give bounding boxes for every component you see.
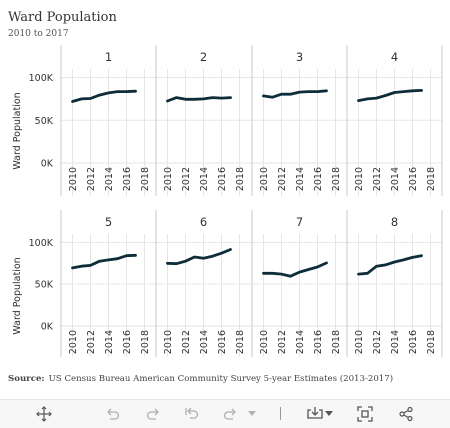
facet-title: 4 [391,50,398,64]
faceted-line-chart: Ward Population 1 2010 2012 2014 2016 2018 2 201… [12,45,443,357]
y-tick-label: 0K [41,322,54,333]
chart-title: Ward Population [8,10,117,25]
x-tick-label: 2016 [217,167,228,191]
x-tick-label: 2018 [140,330,151,354]
facet-title: 1 [105,50,112,64]
x-tick-label: 2010 [354,330,365,354]
x-tick-label: 2012 [372,167,383,191]
series-line-ward-3 [262,89,328,99]
refresh-icon[interactable] [220,404,240,424]
y-axis-label: Ward Population [12,92,23,169]
x-tick-label: 2018 [426,167,437,191]
series-line-ward-2 [166,96,232,103]
y-axis-label: Ward Population [12,257,23,334]
series-line-ward-7 [262,261,328,278]
x-tick-label: 2016 [122,167,133,191]
series-line-ward-1 [71,89,137,103]
x-tick-label: 2012 [277,167,288,191]
x-tick-label: 2012 [86,330,97,354]
x-tick-label: 2014 [295,167,306,191]
y-tick-label: 100K [29,73,54,84]
x-tick-label: 2018 [235,167,246,191]
source-text: US Census Bureau American Community Surv… [48,374,394,384]
chevron-down-icon[interactable] [246,404,258,424]
x-tick-label: 2016 [408,330,419,354]
series-line-ward-4 [357,89,423,102]
x-tick-label: 2012 [277,330,288,354]
source-label: Source: [8,374,45,384]
x-tick-label: 2014 [104,330,115,354]
x-tick-label: 2010 [259,330,270,354]
plot-toolbar [0,399,450,428]
facet-title: 8 [391,215,398,229]
y-tick-label: 50K [35,280,54,291]
x-tick-label: 2016 [217,330,228,354]
x-tick-label: 2010 [354,167,365,191]
x-tick-label: 2016 [122,330,133,354]
series-line-ward-5 [71,253,137,270]
chart-subtitle: 2010 to 2017 [8,29,69,39]
undo-icon[interactable] [103,404,123,424]
x-tick-label: 2012 [372,330,383,354]
reset-icon[interactable] [182,404,202,424]
share-icon[interactable] [396,404,416,424]
x-tick-label: 2014 [390,167,401,191]
x-tick-label: 2014 [295,330,306,354]
x-tick-label: 2016 [313,330,324,354]
x-tick-label: 2016 [313,167,324,191]
x-tick-label: 2012 [181,167,192,191]
fullscreen-icon[interactable] [355,404,375,424]
redo-icon[interactable] [143,404,163,424]
facet-title: 7 [296,215,303,229]
x-tick-label: 2018 [331,330,342,354]
x-tick-label: 2012 [86,167,97,191]
x-tick-label: 2016 [408,167,419,191]
source-note: Source: US Census Bureau American Communi… [8,374,393,384]
toolbar-divider [280,407,281,420]
x-tick-label: 2010 [163,167,174,191]
download-icon[interactable] [305,404,325,424]
x-tick-label: 2018 [140,167,151,191]
y-tick-label: 100K [29,238,54,249]
facet-title: 3 [296,50,303,64]
x-tick-label: 2010 [68,330,79,354]
x-tick-label: 2010 [163,330,174,354]
facet-title: 5 [105,215,112,229]
x-tick-label: 2018 [235,330,246,354]
facet-title: 6 [200,215,207,229]
facet-title: 2 [200,50,207,64]
move-icon[interactable] [34,404,54,424]
x-tick-label: 2014 [199,330,210,354]
x-tick-label: 2010 [68,167,79,191]
x-tick-label: 2018 [426,330,437,354]
series-line-ward-6 [166,248,232,266]
series-line-ward-8 [357,254,423,276]
x-tick-label: 2014 [199,167,210,191]
chevron-down-icon[interactable] [323,404,335,424]
x-tick-label: 2010 [259,167,270,191]
x-tick-label: 2012 [181,330,192,354]
x-tick-label: 2014 [104,167,115,191]
y-tick-label: 50K [35,116,54,127]
y-tick-label: 0K [41,159,54,170]
x-tick-label: 2018 [331,167,342,191]
x-tick-label: 2014 [390,330,401,354]
